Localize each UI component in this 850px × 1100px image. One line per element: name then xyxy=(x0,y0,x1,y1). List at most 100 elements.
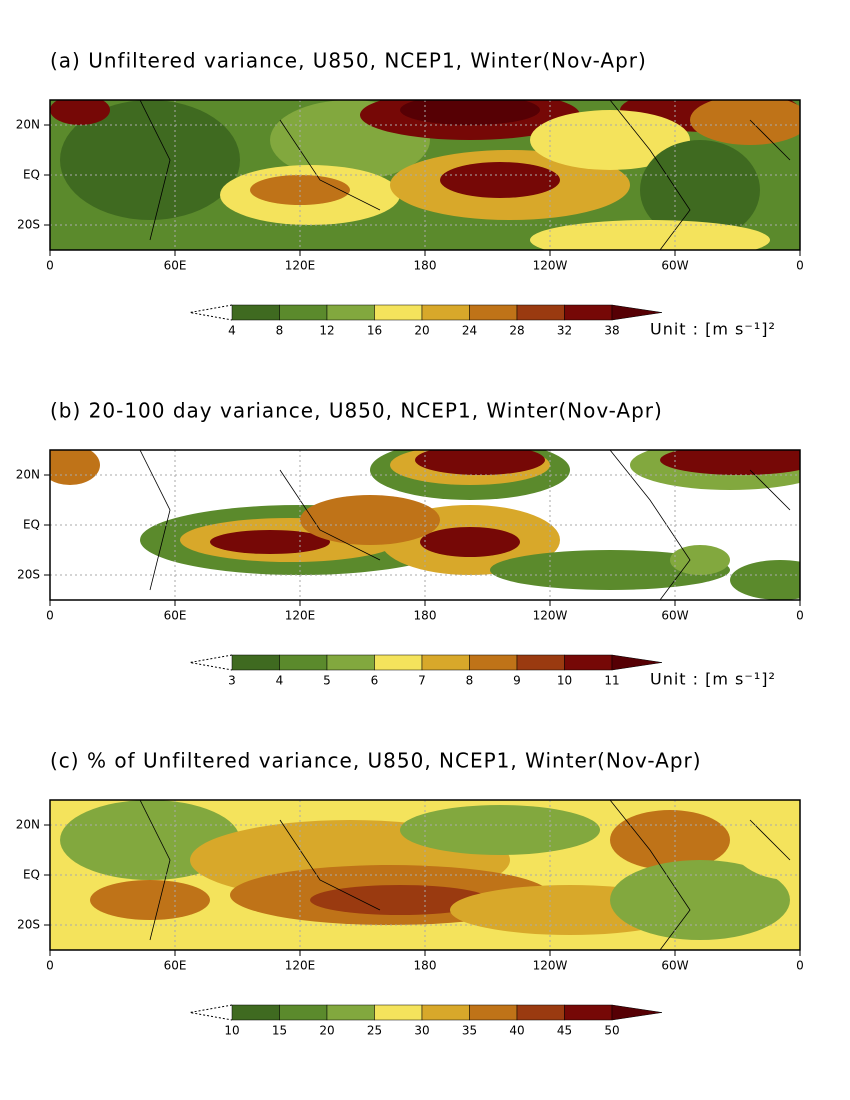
colorbar-label: 25 xyxy=(367,1024,382,1038)
contour-region xyxy=(690,100,800,145)
lon-label: 120E xyxy=(285,609,316,623)
contour-region xyxy=(420,527,520,557)
lon-label: 0 xyxy=(46,259,54,273)
colorbar-box xyxy=(231,654,280,671)
lat-label: EQ xyxy=(23,168,40,182)
unit-label: Unit : [m s⁻¹]² xyxy=(650,670,776,689)
contour-region xyxy=(90,880,210,920)
contour-region xyxy=(810,105,850,135)
colorbar-label: 35 xyxy=(462,1024,477,1038)
colorbar-box xyxy=(469,304,518,321)
contour-region xyxy=(60,100,240,220)
coastline xyxy=(139,800,791,950)
lon-label: 120E xyxy=(285,259,316,273)
colorbar-label: 10 xyxy=(557,674,572,688)
colorbar-under xyxy=(189,1004,233,1021)
contour-region xyxy=(415,450,545,475)
colorbar-label: 4 xyxy=(228,324,236,338)
colorbar-box xyxy=(231,1004,280,1021)
coastline xyxy=(139,100,791,250)
colorbar-box xyxy=(231,304,280,321)
colorbar-label: 38 xyxy=(604,324,619,338)
colorbar-label: 15 xyxy=(272,1024,287,1038)
colorbar-over xyxy=(611,1004,663,1021)
contour-region xyxy=(670,545,730,575)
colorbar-label: 20 xyxy=(414,324,429,338)
colorbar-box xyxy=(421,304,470,321)
colorbar-box xyxy=(326,1004,375,1021)
colorbar-label: 12 xyxy=(319,324,334,338)
lon-label: 120W xyxy=(533,959,568,973)
lon-label: 0 xyxy=(46,609,54,623)
colorbar-label: 3 xyxy=(228,674,236,688)
colorbar-label: 5 xyxy=(323,674,331,688)
lat-label: EQ xyxy=(23,518,40,532)
unit-label: Unit : [m s⁻¹]² xyxy=(650,320,776,339)
lon-label: 180 xyxy=(414,959,437,973)
contour-region xyxy=(610,860,790,940)
contour-region xyxy=(50,100,110,125)
contour-region xyxy=(400,805,600,855)
colorbar-box xyxy=(516,654,565,671)
colorbar-label: 20 xyxy=(319,1024,334,1038)
contour-region xyxy=(530,220,770,250)
colorbar-label: 7 xyxy=(418,674,426,688)
lon-label: 0 xyxy=(46,959,54,973)
lat-label: EQ xyxy=(23,868,40,882)
contour-region xyxy=(300,495,440,545)
colorbar-label: 24 xyxy=(462,324,477,338)
lat-label: 20S xyxy=(17,218,40,232)
lat-label: 20N xyxy=(16,818,40,832)
colorbar-under xyxy=(189,304,233,321)
colorbar-box xyxy=(374,1004,423,1021)
colorbar-box xyxy=(326,304,375,321)
lon-label: 60E xyxy=(164,609,187,623)
colorbar-label: 8 xyxy=(276,324,284,338)
lat-label: 20N xyxy=(16,118,40,132)
colorbar-label: 32 xyxy=(557,324,572,338)
colorbar-label: 40 xyxy=(509,1024,524,1038)
colorbar-box xyxy=(469,654,518,671)
lon-label: 60W xyxy=(661,259,688,273)
lat-label: 20S xyxy=(17,568,40,582)
colorbar-label: 45 xyxy=(557,1024,572,1038)
lon-label: 60W xyxy=(661,609,688,623)
panel-title: (a) Unfiltered variance, U850, NCEP1, Wi… xyxy=(50,49,647,73)
colorbar-box xyxy=(564,1004,613,1021)
lon-label: 180 xyxy=(414,259,437,273)
contour-region xyxy=(50,450,100,485)
colorbar-label: 8 xyxy=(466,674,474,688)
lon-label: 120E xyxy=(285,959,316,973)
colorbar-box xyxy=(374,304,423,321)
contour-region xyxy=(660,450,800,475)
colorbar-box xyxy=(326,654,375,671)
field xyxy=(50,800,800,950)
lon-label: 0 xyxy=(796,259,804,273)
colorbar-label: 4 xyxy=(276,674,284,688)
contour-region xyxy=(730,560,800,600)
colorbar-label: 16 xyxy=(367,324,382,338)
colorbar-box xyxy=(374,654,423,671)
lon-label: 180 xyxy=(414,609,437,623)
contour-region xyxy=(400,100,540,125)
colorbar-box xyxy=(564,654,613,671)
lon-label: 0 xyxy=(796,609,804,623)
colorbar-box xyxy=(516,1004,565,1021)
colorbar-box xyxy=(421,1004,470,1021)
lon-label: 60W xyxy=(661,959,688,973)
panel-title: (c) % of Unfiltered variance, U850, NCEP… xyxy=(50,749,702,773)
lat-label: 20S xyxy=(17,918,40,932)
colorbar-over xyxy=(611,654,663,671)
coastline xyxy=(139,450,791,600)
panel-title: (b) 20-100 day variance, U850, NCEP1, Wi… xyxy=(50,399,663,423)
colorbar-box xyxy=(469,1004,518,1021)
colorbar-box xyxy=(564,304,613,321)
lon-label: 60E xyxy=(164,259,187,273)
colorbar-under xyxy=(189,654,233,671)
colorbar-box xyxy=(279,654,328,671)
colorbar-box xyxy=(516,304,565,321)
field xyxy=(50,450,800,600)
contour-region xyxy=(440,162,560,198)
contour-region xyxy=(310,885,490,915)
field xyxy=(50,100,850,250)
